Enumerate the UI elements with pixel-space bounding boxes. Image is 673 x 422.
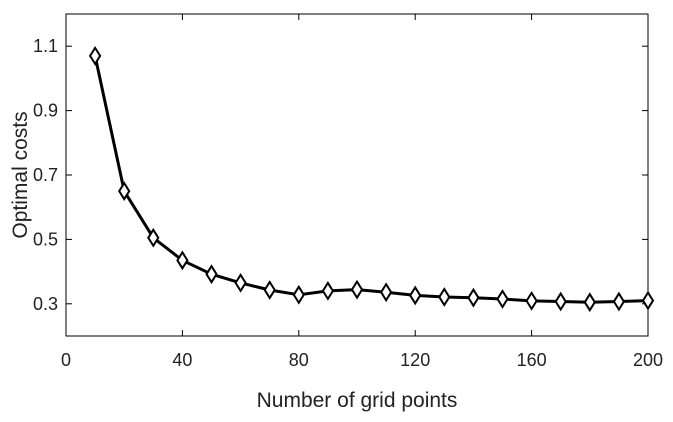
data-point-marker (409, 285, 422, 306)
data-point-marker (379, 282, 393, 303)
x-tick-label: 80 (289, 350, 309, 370)
y-tick-label: 0.9 (33, 101, 58, 121)
marker-layer (88, 45, 655, 313)
data-point-marker (321, 281, 335, 301)
data-point-marker (554, 291, 567, 312)
data-point-marker (496, 289, 509, 309)
x-tick-label: 160 (517, 350, 547, 370)
y-tick-label: 0.7 (33, 165, 58, 185)
y-axis-label: Optimal costs (9, 111, 32, 238)
data-point-marker (147, 227, 160, 248)
data-point-marker (263, 280, 276, 300)
y-tick-label: 0.3 (33, 294, 58, 314)
data-point-marker (525, 291, 538, 311)
y-tick-label: 1.1 (33, 36, 58, 56)
x-axis-ticks: 0 40 80 120 160 200 (61, 14, 663, 370)
x-tick-label: 200 (633, 350, 663, 370)
data-point-marker (118, 181, 131, 201)
data-point-marker (88, 45, 102, 66)
data-point-marker (641, 290, 655, 311)
data-point-marker (583, 292, 596, 313)
data-point-marker (292, 284, 305, 305)
y-tick-label: 0.5 (33, 229, 58, 249)
data-point-marker (176, 250, 189, 271)
data-point-marker (612, 291, 626, 312)
x-tick-label: 0 (61, 350, 71, 370)
x-tick-label: 40 (172, 350, 192, 370)
x-tick-label: 120 (400, 350, 430, 370)
data-point-marker (205, 264, 218, 285)
data-point-marker (467, 287, 480, 308)
y-axis-ticks: 0.3 0.5 0.7 0.9 1.1 (33, 36, 648, 314)
data-point-marker (234, 272, 247, 293)
x-axis-label: Number of grid points (257, 389, 458, 412)
data-point-marker (350, 279, 364, 300)
data-point-marker (438, 287, 451, 307)
